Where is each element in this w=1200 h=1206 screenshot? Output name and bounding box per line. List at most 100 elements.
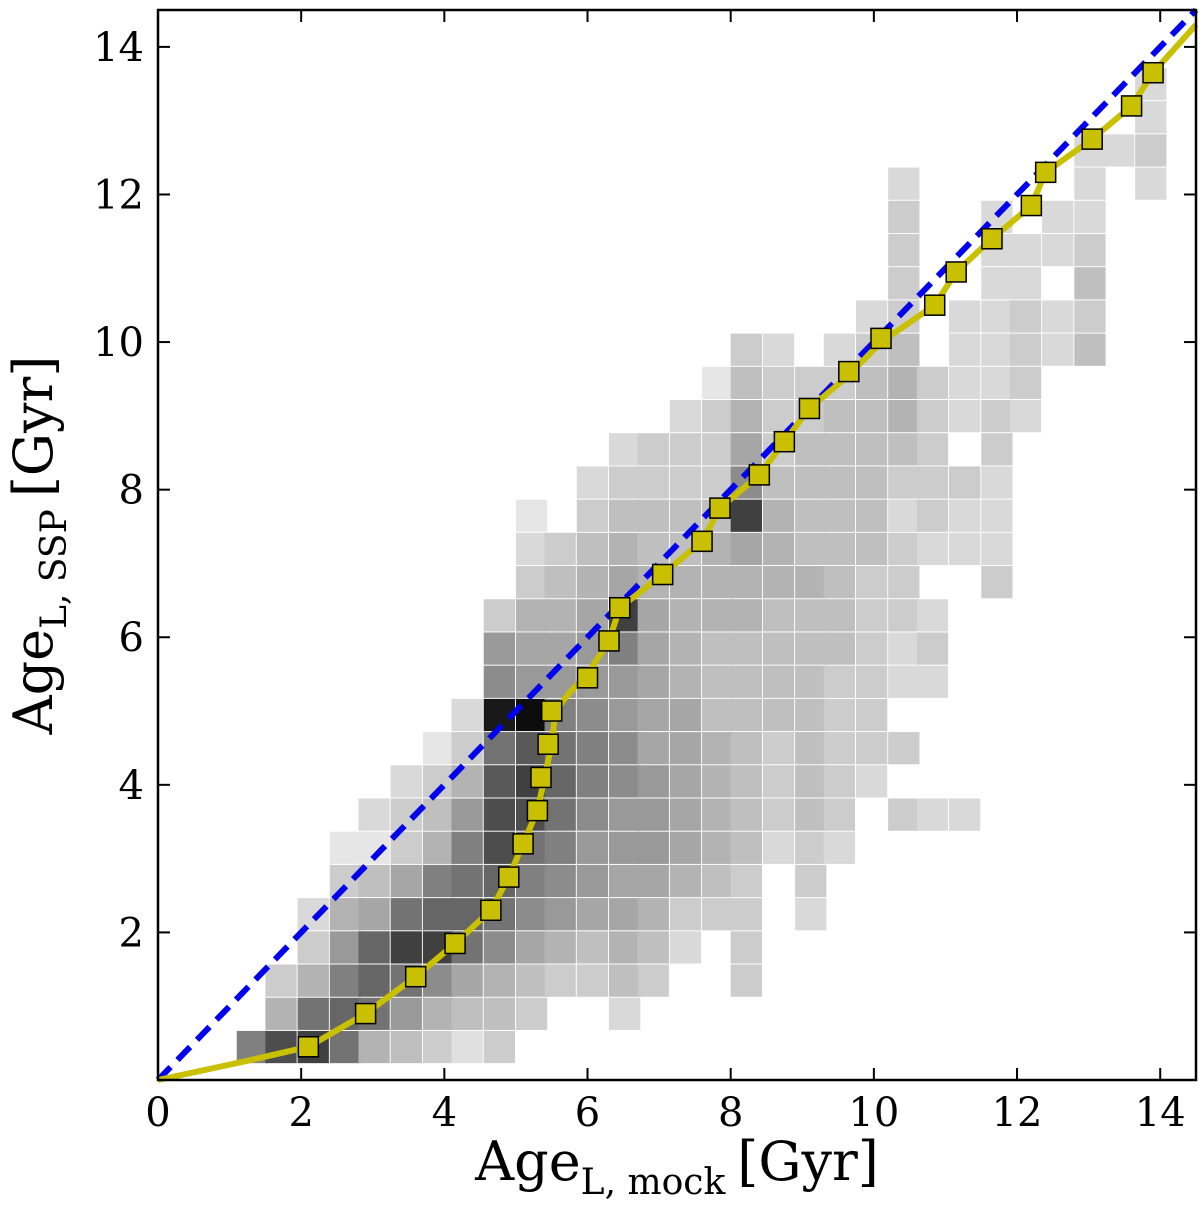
heatmap-cell: [1009, 333, 1042, 366]
x-tick-label: 12: [992, 1090, 1043, 1136]
median-marker: [540, 700, 563, 722]
heatmap-cell: [762, 732, 795, 765]
heatmap-cell: [855, 698, 888, 732]
median-marker: [297, 1036, 320, 1058]
heatmap-cell: [823, 333, 856, 366]
heatmap-cell: [515, 964, 548, 997]
heatmap-cell: [981, 566, 1013, 599]
heatmap-cell: [637, 466, 669, 499]
heatmap-cell: [608, 532, 641, 566]
heatmap-cell: [576, 466, 609, 499]
heatmap-cell: [823, 831, 856, 864]
heatmap-cell: [544, 964, 576, 997]
heatmap-cell: [795, 765, 827, 798]
heatmap-cell: [795, 665, 827, 698]
heatmap-cell: [916, 433, 949, 466]
median-marker: [798, 397, 821, 420]
heatmap-cell: [823, 698, 856, 732]
heatmap-cell: [949, 532, 981, 566]
heatmap-cell: [730, 864, 762, 898]
heatmap-cell: [608, 466, 641, 499]
plot-frame: [156, 8, 1198, 1082]
heatmap-cell: [608, 931, 641, 964]
heatmap-cell: [483, 997, 515, 1030]
heatmap-cell: [823, 765, 856, 798]
median-marker: [773, 430, 796, 453]
heatmap-cell: [823, 632, 856, 665]
heatmap-cell: [1042, 333, 1074, 366]
heatmap-cell: [762, 665, 795, 698]
heatmap-cell: [916, 599, 949, 632]
heatmap-cell: [730, 665, 762, 698]
heatmap-cell: [730, 499, 762, 532]
heatmap-cell: [637, 665, 669, 698]
heatmap-cell: [608, 665, 641, 698]
heatmap-cell: [762, 698, 795, 732]
heatmap-cell: [1009, 366, 1042, 400]
heatmap-cell: [637, 831, 669, 864]
heatmap-cell: [297, 931, 329, 964]
heatmap-cell: [608, 831, 641, 864]
heatmap-cell: [949, 466, 981, 499]
heatmap-cell: [358, 898, 390, 931]
heatmap-cell: [762, 333, 795, 366]
heatmap-cell: [762, 798, 795, 831]
heatmap-cell: [544, 831, 576, 864]
heatmap-cell: [855, 433, 888, 466]
heatmap-cell: [576, 499, 609, 532]
heatmap-cell: [483, 831, 515, 864]
heatmap-cell: [422, 864, 455, 898]
heatmap-cell: [730, 831, 762, 864]
heatmap-cell: [855, 632, 888, 665]
heatmap-cell: [576, 599, 609, 632]
heatmap-cell: [981, 433, 1013, 466]
heatmap-cell: [483, 665, 515, 698]
heatmap-cell: [888, 599, 920, 632]
heatmap-cell: [702, 864, 734, 898]
heatmap-cell: [888, 532, 920, 566]
heatmap-cell: [544, 898, 576, 931]
heatmap-cell: [855, 466, 888, 499]
median-marker: [526, 799, 549, 822]
heatmap-cell: [823, 732, 856, 765]
heatmap-cell: [329, 1030, 362, 1064]
heatmap-cell: [544, 864, 576, 898]
median-marker: [691, 530, 713, 553]
median-marker: [1142, 61, 1164, 84]
heatmap-cell: [637, 964, 669, 997]
median-marker: [1034, 161, 1057, 184]
heatmap-cell: [1074, 233, 1106, 267]
heatmap-cell: [795, 466, 827, 499]
y-axis-label-main: Age: [2, 629, 65, 736]
heatmap-cell: [888, 366, 920, 400]
heatmap-cell: [981, 499, 1013, 532]
heatmap-cell: [576, 831, 609, 864]
heatmap-cell: [483, 632, 515, 665]
heatmap-cell: [483, 765, 515, 798]
heatmap-cell: [888, 798, 920, 831]
heatmap-cell: [576, 931, 609, 964]
heatmap-cell: [730, 532, 762, 566]
median-marker: [480, 899, 502, 922]
x-axis-label-unit: [Gyr]: [737, 1130, 879, 1193]
heatmap-cell: [888, 333, 920, 366]
median-markers: [297, 61, 1164, 1058]
heatmap-cell: [451, 964, 483, 997]
heatmap-cell: [762, 599, 795, 632]
heatmap-cell: [1009, 233, 1042, 267]
heatmap-cell: [702, 433, 734, 466]
heatmap-cell: [637, 599, 669, 632]
heatmap-cell: [1009, 267, 1042, 300]
heatmap-cell: [637, 499, 669, 532]
heatmap-cell: [949, 333, 981, 366]
heatmap-cell: [669, 931, 702, 964]
heatmap-cell: [795, 698, 827, 732]
y-tick-label: 14: [93, 25, 144, 71]
heatmap-cell: [1042, 233, 1074, 267]
heatmap-cell: [608, 997, 641, 1030]
heatmap-cell: [1135, 167, 1167, 200]
heatmap-cell: [451, 698, 483, 732]
heatmap-cell: [916, 466, 949, 499]
heatmap-cell: [823, 532, 856, 566]
